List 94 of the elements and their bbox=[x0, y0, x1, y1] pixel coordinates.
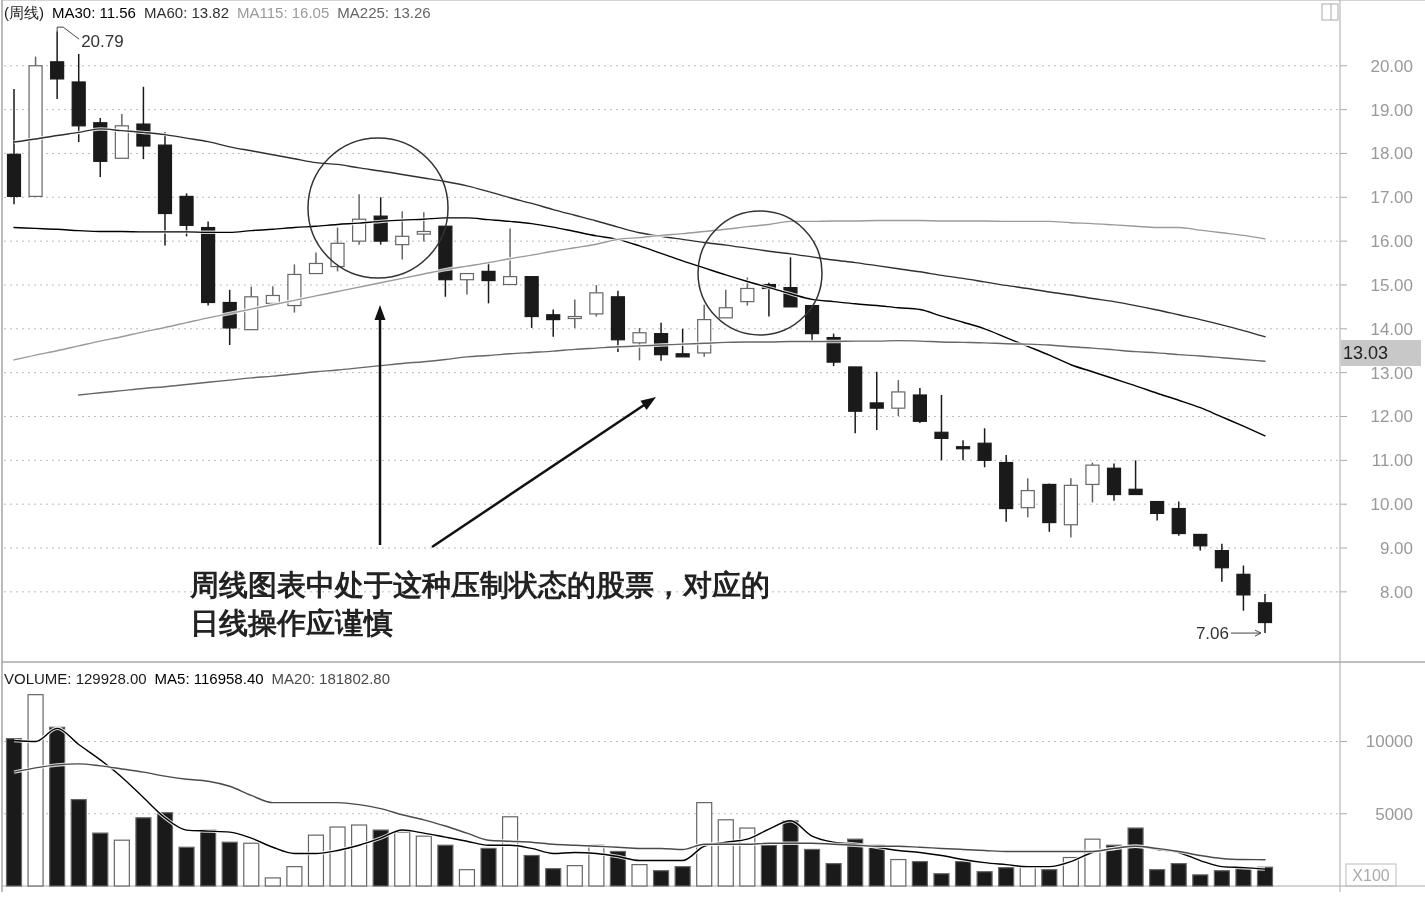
candlestick bbox=[869, 371, 884, 431]
y-tick-label: 16.00 bbox=[1370, 232, 1413, 252]
y-tick-label: 17.00 bbox=[1370, 188, 1413, 208]
y-tick-label: 10000 bbox=[1365, 732, 1413, 752]
candlestick bbox=[589, 284, 604, 318]
bar bbox=[976, 871, 993, 887]
bar bbox=[221, 841, 238, 887]
y-tick-label: 8.00 bbox=[1379, 582, 1413, 602]
bar bbox=[113, 839, 130, 887]
candlestick bbox=[955, 439, 971, 462]
candlestick bbox=[1150, 500, 1165, 522]
bar bbox=[545, 868, 562, 887]
bar bbox=[437, 844, 454, 887]
annotation: 日线操作应谨慎 bbox=[190, 606, 393, 640]
bar bbox=[674, 866, 691, 887]
bar bbox=[911, 860, 928, 887]
candlestick bbox=[567, 298, 582, 329]
annotation: 20.79 bbox=[81, 32, 124, 52]
bar bbox=[49, 726, 66, 887]
annotation: 7.06 bbox=[1195, 624, 1229, 644]
candlestick bbox=[50, 30, 65, 100]
candlestick bbox=[1020, 477, 1035, 519]
candlestick bbox=[1257, 593, 1273, 634]
candlestick bbox=[977, 427, 992, 469]
candlestick bbox=[1214, 542, 1229, 583]
bar bbox=[200, 829, 217, 887]
text: MA60: 13.82 bbox=[143, 4, 230, 21]
candlestick bbox=[481, 261, 496, 305]
bar bbox=[264, 877, 281, 887]
bar bbox=[523, 854, 540, 887]
y-tick-label: 12.00 bbox=[1370, 407, 1413, 427]
bar bbox=[156, 812, 174, 887]
bar bbox=[70, 798, 87, 887]
text: MA30: 11.56 bbox=[52, 4, 136, 21]
bar bbox=[286, 866, 303, 887]
bar bbox=[652, 870, 670, 887]
y-tick-label: 18.00 bbox=[1370, 144, 1413, 164]
y-tick-label: 13.00 bbox=[1370, 363, 1413, 383]
bar bbox=[458, 869, 476, 887]
line-series bbox=[12, 216, 1267, 438]
text: MA225: 13.26 bbox=[337, 4, 431, 21]
y-tick-label: 20.00 bbox=[1370, 56, 1413, 76]
bar bbox=[1170, 863, 1187, 887]
y-tick-label: 14.00 bbox=[1370, 319, 1413, 339]
text: MA5: 116958.40 bbox=[154, 670, 264, 687]
candlestick bbox=[891, 379, 906, 417]
bar bbox=[1235, 868, 1252, 887]
bar bbox=[825, 863, 842, 887]
bar bbox=[1127, 827, 1144, 887]
candlestick bbox=[330, 226, 345, 273]
bar bbox=[372, 829, 389, 887]
y-axis-title: X100 bbox=[1352, 866, 1390, 884]
bar bbox=[1149, 869, 1166, 887]
text: 13.03 bbox=[1343, 343, 1389, 364]
candlestick bbox=[502, 227, 518, 286]
candlestick bbox=[934, 394, 949, 462]
candlestick bbox=[546, 308, 561, 338]
bar bbox=[5, 737, 23, 887]
y-tick-label: 15.00 bbox=[1370, 275, 1413, 295]
bar bbox=[998, 867, 1015, 887]
bar bbox=[480, 847, 497, 887]
candlestick bbox=[718, 289, 733, 319]
bar bbox=[135, 817, 152, 887]
y-tick-label: 9.00 bbox=[1379, 538, 1413, 558]
candlestick bbox=[675, 328, 690, 358]
bar bbox=[1192, 874, 1209, 887]
annotation: 周线图表中处于这种压制状态的股票，对应的 bbox=[189, 568, 770, 602]
bar bbox=[631, 864, 648, 887]
y-tick-label: 10.00 bbox=[1370, 495, 1413, 515]
bar bbox=[933, 873, 950, 887]
text: VOLUME: 129928.00 bbox=[4, 670, 147, 687]
bar bbox=[760, 844, 778, 887]
candlestick bbox=[308, 251, 324, 275]
chart-title: (周线) bbox=[4, 4, 44, 21]
candlestick bbox=[1236, 564, 1251, 612]
text: MA115: 16.05 bbox=[237, 4, 330, 21]
y-tick-label: 19.00 bbox=[1370, 100, 1413, 120]
bar bbox=[1213, 870, 1230, 887]
bar bbox=[890, 858, 907, 887]
bar bbox=[803, 848, 821, 887]
bar bbox=[178, 846, 195, 887]
bar bbox=[1041, 869, 1058, 887]
bar bbox=[1256, 866, 1274, 887]
candlestick bbox=[1128, 459, 1143, 496]
bar bbox=[566, 865, 583, 887]
bar bbox=[1105, 844, 1123, 887]
candlestick bbox=[459, 272, 475, 296]
bar bbox=[92, 832, 109, 887]
text: MA20: 181802.80 bbox=[271, 670, 391, 687]
candlestick bbox=[740, 276, 755, 307]
y-tick-label: 5000 bbox=[1375, 804, 1413, 824]
y-tick-label: 11.00 bbox=[1371, 451, 1413, 471]
bar bbox=[954, 860, 972, 887]
candlestick bbox=[1085, 461, 1100, 504]
